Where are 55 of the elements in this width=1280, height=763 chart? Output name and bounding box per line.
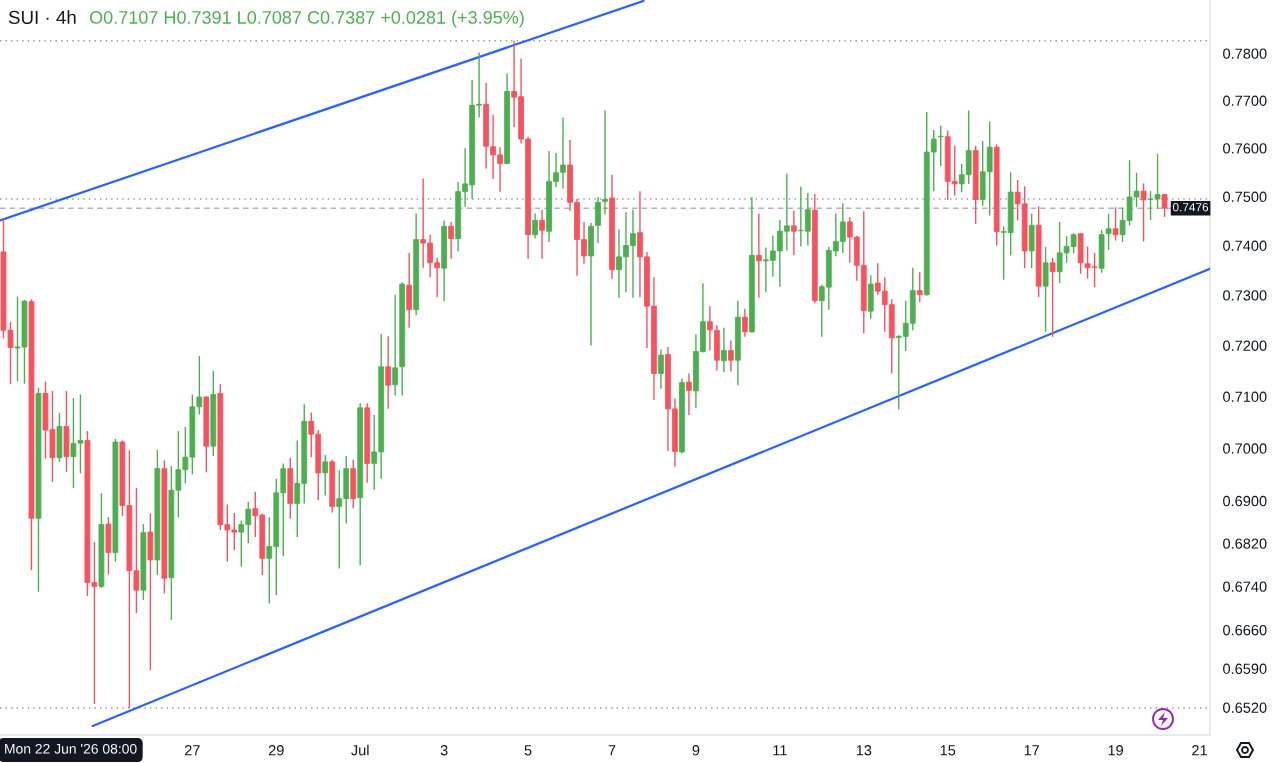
candlestick	[728, 339, 734, 373]
x-tick-label: 13	[856, 745, 872, 756]
chart-title: SUI · 4h	[8, 10, 76, 25]
text: Mon 22 Jun '26 08:00	[5, 743, 137, 754]
y-tick-label: 0.7000	[1223, 443, 1267, 454]
x-tick-label: 3	[440, 745, 448, 756]
candlestick	[385, 335, 392, 410]
y-tick-label: 0.7700	[1223, 95, 1267, 106]
y-tick-label: 0.7200	[1223, 340, 1267, 351]
x-tick-label: 21	[1192, 745, 1207, 756]
candlestick	[707, 305, 713, 352]
x-tick-label: 27	[184, 745, 200, 756]
candlestick	[742, 307, 748, 338]
y-tick-label: 0.6820	[1223, 538, 1267, 549]
candlestick	[1105, 212, 1112, 251]
x-tick-label: 17	[1024, 745, 1040, 756]
candlestick	[532, 212, 538, 240]
y-tick-label: 0.7600	[1223, 143, 1267, 154]
candlestick	[756, 212, 762, 299]
candlestick	[539, 208, 545, 260]
ref-line-label: 0.7476	[1172, 203, 1209, 212]
x-tick-label: 5	[524, 745, 532, 756]
candlestick	[448, 221, 454, 260]
x-tick-label: 7	[608, 745, 616, 756]
candlestick	[686, 372, 692, 416]
x-tick-label: 11	[773, 745, 787, 756]
y-tick-label: 0.7500	[1223, 191, 1267, 202]
candlestick	[916, 271, 923, 303]
candlestick	[1161, 193, 1168, 218]
y-tick-label: 0.7400	[1223, 240, 1267, 251]
x-tick-label: 29	[268, 745, 284, 756]
candlestick	[790, 209, 797, 257]
y-tick-label: 0.6520	[1223, 702, 1267, 713]
x-tick-label: Jul	[351, 744, 369, 756]
y-tick-label: 0.6590	[1223, 663, 1267, 674]
text: O0.7107 H0.7391 L0.7087 C0.7387 +0.0281 (+3.95%)	[89, 10, 524, 28]
y-tick-label: 0.6740	[1223, 581, 1267, 592]
candlestick	[658, 348, 664, 390]
candlestick	[392, 293, 399, 397]
x-tick-label: 9	[692, 745, 700, 756]
y-tick-label: 0.7800	[1223, 48, 1267, 59]
y-tick-label: 0.7100	[1223, 391, 1267, 402]
candlestick	[1042, 246, 1049, 333]
x-tick-label: 15	[940, 745, 956, 756]
y-tick-label: 0.6900	[1223, 495, 1267, 507]
candlestick	[322, 454, 329, 497]
candlestick	[602, 109, 608, 216]
y-tick-label: 0.7300	[1223, 290, 1267, 301]
candlestick	[1112, 206, 1119, 242]
x-tick-label: 19	[1108, 745, 1123, 756]
candlestick	[1140, 182, 1147, 243]
candlestick	[1049, 257, 1056, 338]
candlestick	[721, 327, 727, 373]
candlestick	[595, 196, 601, 244]
y-tick-label: 0.6660	[1223, 625, 1267, 636]
